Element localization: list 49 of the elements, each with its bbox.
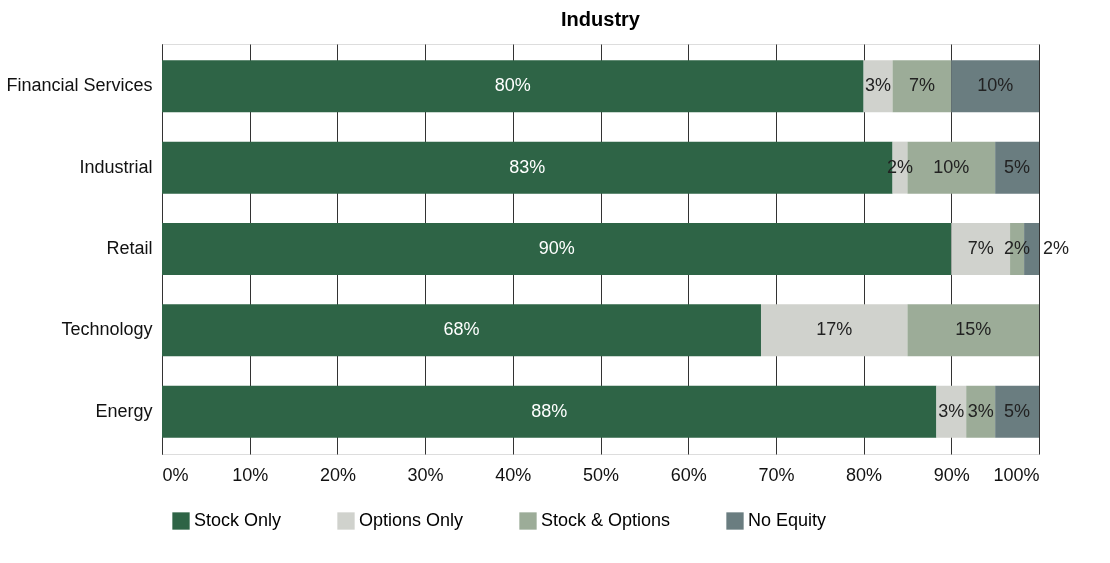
x-tick-label: 30% (407, 464, 444, 485)
data-label: 68% (443, 319, 480, 340)
x-tick-label: 70% (758, 464, 795, 485)
y-tick-label: Retail (106, 238, 153, 258)
y-tick-label: Technology (61, 319, 153, 340)
data-label: 3% (865, 75, 892, 96)
data-label: 88% (531, 400, 568, 421)
y-tick-label: Financial Services (6, 75, 153, 96)
x-tick-label: 40% (495, 464, 532, 485)
bar (951, 60, 1039, 113)
x-tick-label: 0% (162, 464, 189, 485)
legend-label: Options Only (359, 510, 464, 530)
legend-label: Stock Only (194, 510, 282, 530)
data-label: 5% (1004, 156, 1031, 177)
data-label: 80% (494, 75, 531, 96)
data-label: 15% (955, 319, 992, 340)
data-label: 2% (1004, 238, 1031, 258)
x-tick-label: 90% (933, 464, 970, 485)
x-tick-label: 100% (993, 464, 1040, 485)
chart-title: Industry (561, 8, 641, 30)
data-label: 3% (938, 400, 965, 421)
data-label: 7% (908, 75, 935, 96)
bar (162, 385, 937, 438)
bar (995, 141, 1039, 194)
x-tick-label: 10% (232, 464, 269, 485)
x-tick-label: 80% (846, 464, 883, 485)
y-tick-label: Energy (95, 400, 153, 421)
bar (162, 304, 761, 357)
data-label: 17% (816, 319, 853, 340)
bar (907, 304, 1039, 357)
x-tick-label: 60% (670, 464, 707, 485)
legend-label: Stock & Options (541, 510, 671, 530)
data-label: 5% (1004, 400, 1031, 421)
data-label: 2% (1043, 238, 1070, 258)
bar (162, 223, 952, 275)
bar (760, 304, 908, 357)
x-tick-label: 20% (319, 464, 356, 485)
x-tick-label: 50% (582, 464, 620, 485)
data-label: 10% (977, 75, 1014, 96)
y-tick-label: Industrial (79, 156, 153, 177)
data-label: 83% (509, 156, 546, 177)
data-label: 10% (933, 156, 970, 177)
bar (162, 60, 864, 113)
data-label: 3% (967, 400, 994, 421)
data-label: 7% (967, 238, 994, 258)
legend-label: No Equity (748, 510, 827, 530)
data-label: 90% (538, 238, 575, 258)
bar (995, 385, 1039, 438)
bar (892, 60, 952, 113)
